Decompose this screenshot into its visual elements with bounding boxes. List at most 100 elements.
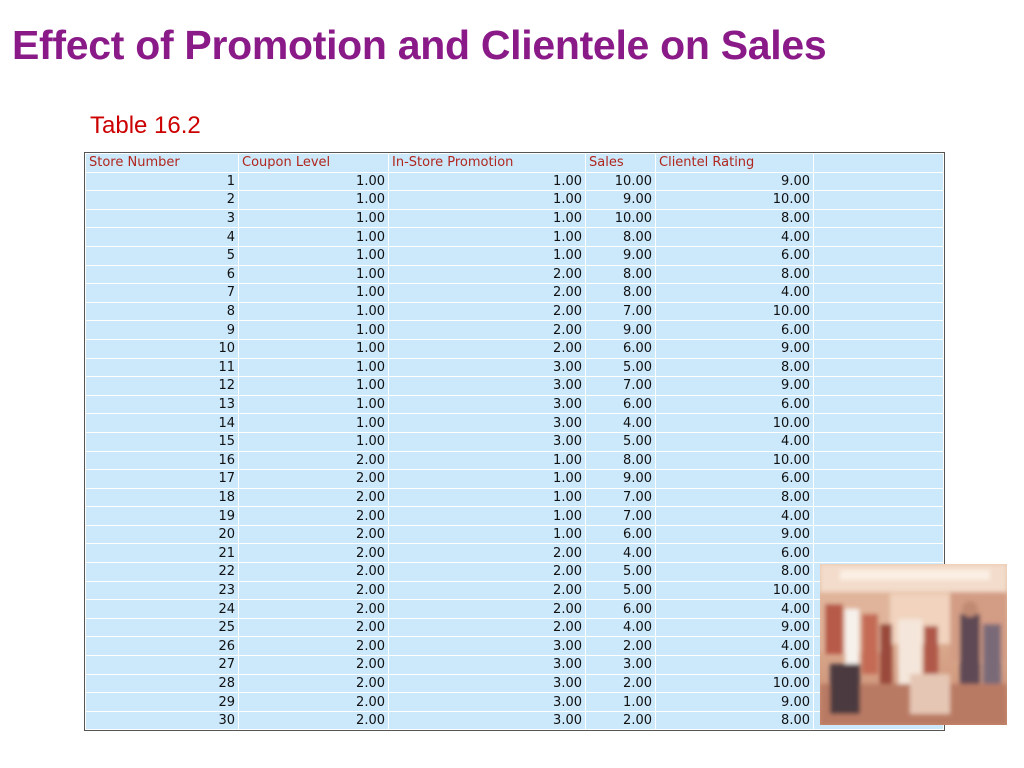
- table-row: 27 2.00 3.00 3.00 6.00: [85, 655, 944, 675]
- table-row: 23 2.00 2.00 5.00 10.00: [85, 580, 944, 601]
- store-number-cell: 5: [85, 245, 239, 266]
- in-store-promotion-cell: 3.00: [388, 357, 586, 378]
- store-number-cell: 8: [85, 301, 239, 322]
- sales-cell: 10.00: [585, 208, 656, 229]
- sales-cell: 8.00: [585, 283, 656, 303]
- store-number-cell: 2: [85, 190, 239, 210]
- table-body: 1 1.00 1.00 10.00 9.00 2 1.00 1.00 9.00 10.00 3 1.0…: [85, 171, 944, 731]
- coupon-level-cell: 1.00: [238, 376, 389, 396]
- store-number-cell: 22: [85, 562, 239, 582]
- store-interior-photo: [820, 564, 1007, 725]
- sales-cell: 7.00: [585, 506, 656, 526]
- coupon-level-cell: 1.00: [238, 283, 389, 303]
- clientel-rating-cell: 4.00: [655, 506, 814, 526]
- store-number-cell: 9: [85, 320, 239, 340]
- coupon-level-cell: 2.00: [238, 543, 389, 564]
- empty-cell: [813, 394, 944, 415]
- table-row: 17 2.00 1.00 9.00 6.00: [85, 469, 944, 489]
- table-row: 22 2.00 2.00 5.00 8.00: [85, 562, 944, 582]
- sales-cell: 8.00: [585, 264, 656, 285]
- table-row: 28 2.00 3.00 2.00 10.00: [85, 673, 944, 694]
- coupon-level-cell: 1.00: [238, 338, 389, 359]
- header-empty: [813, 153, 944, 173]
- in-store-promotion-cell: 2.00: [388, 562, 586, 582]
- clientel-rating-cell: 10.00: [655, 413, 814, 433]
- store-number-cell: 28: [85, 673, 239, 694]
- sales-cell: 9.00: [585, 190, 656, 210]
- store-number-cell: 13: [85, 394, 239, 415]
- coupon-level-cell: 2.00: [238, 655, 389, 675]
- in-store-promotion-cell: 1.00: [388, 487, 586, 508]
- store-number-cell: 16: [85, 450, 239, 471]
- table-row: 21 2.00 2.00 4.00 6.00: [85, 543, 944, 564]
- empty-cell: [813, 524, 944, 545]
- clientel-rating-cell: 6.00: [655, 469, 814, 489]
- table-row: 20 2.00 1.00 6.00 9.00: [85, 524, 944, 545]
- coupon-level-cell: 2.00: [238, 450, 389, 471]
- empty-cell: [813, 264, 944, 285]
- store-number-cell: 7: [85, 283, 239, 303]
- in-store-promotion-cell: 3.00: [388, 673, 586, 694]
- table-row: 14 1.00 3.00 4.00 10.00: [85, 413, 944, 433]
- store-number-cell: 11: [85, 357, 239, 378]
- empty-cell: [813, 543, 944, 564]
- empty-cell: [813, 283, 944, 303]
- sales-cell: 3.00: [585, 655, 656, 675]
- table-header-row: Store Number Coupon Level In-Store Promo…: [85, 153, 944, 173]
- table-row: 11 1.00 3.00 5.00 8.00: [85, 357, 944, 378]
- empty-cell: [813, 338, 944, 359]
- in-store-promotion-cell: 1.00: [388, 227, 586, 247]
- store-number-cell: 26: [85, 636, 239, 657]
- empty-cell: [813, 431, 944, 452]
- clientel-rating-cell: 6.00: [655, 245, 814, 266]
- in-store-promotion-cell: 3.00: [388, 710, 586, 731]
- in-store-promotion-cell: 2.00: [388, 580, 586, 601]
- clientel-rating-cell: 6.00: [655, 320, 814, 340]
- empty-cell: [813, 413, 944, 433]
- coupon-level-cell: 2.00: [238, 469, 389, 489]
- page-title: Effect of Promotion and Clientele on Sal…: [12, 22, 827, 68]
- store-number-cell: 10: [85, 338, 239, 359]
- clientel-rating-cell: 8.00: [655, 208, 814, 229]
- table-row: 6 1.00 2.00 8.00 8.00: [85, 264, 944, 285]
- clientel-rating-cell: 9.00: [655, 338, 814, 359]
- clientel-rating-cell: 10.00: [655, 673, 814, 694]
- sales-cell: 2.00: [585, 710, 656, 731]
- empty-cell: [813, 245, 944, 266]
- sales-cell: 2.00: [585, 673, 656, 694]
- store-number-cell: 14: [85, 413, 239, 433]
- coupon-level-cell: 2.00: [238, 580, 389, 601]
- sales-cell: 8.00: [585, 227, 656, 247]
- empty-cell: [813, 208, 944, 229]
- coupon-level-cell: 1.00: [238, 394, 389, 415]
- store-number-cell: 21: [85, 543, 239, 564]
- sales-cell: 6.00: [585, 338, 656, 359]
- clientel-rating-cell: 6.00: [655, 394, 814, 415]
- store-number-cell: 30: [85, 710, 239, 731]
- sales-cell: 6.00: [585, 524, 656, 545]
- in-store-promotion-cell: 1.00: [388, 506, 586, 526]
- in-store-promotion-cell: 2.00: [388, 301, 586, 322]
- store-number-cell: 19: [85, 506, 239, 526]
- table-row: 5 1.00 1.00 9.00 6.00: [85, 245, 944, 266]
- in-store-promotion-cell: 1.00: [388, 450, 586, 471]
- clientel-rating-cell: 9.00: [655, 692, 814, 712]
- table-row: 8 1.00 2.00 7.00 10.00: [85, 301, 944, 322]
- in-store-promotion-cell: 1.00: [388, 190, 586, 210]
- data-table-container: Store Number Coupon Level In-Store Promo…: [84, 152, 945, 732]
- store-number-cell: 18: [85, 487, 239, 508]
- table-row: 19 2.00 1.00 7.00 4.00: [85, 506, 944, 526]
- in-store-promotion-cell: 2.00: [388, 599, 586, 619]
- empty-cell: [813, 320, 944, 340]
- in-store-promotion-cell: 3.00: [388, 655, 586, 675]
- empty-cell: [813, 190, 944, 210]
- store-number-cell: 15: [85, 431, 239, 452]
- in-store-promotion-cell: 3.00: [388, 692, 586, 712]
- clientel-rating-cell: 6.00: [655, 543, 814, 564]
- in-store-promotion-cell: 1.00: [388, 469, 586, 489]
- empty-cell: [813, 376, 944, 396]
- header-in-store-promotion: In-Store Promotion: [388, 153, 586, 173]
- empty-cell: [813, 301, 944, 322]
- sales-cell: 6.00: [585, 394, 656, 415]
- header-clientel-rating: Clientel Rating: [655, 153, 814, 173]
